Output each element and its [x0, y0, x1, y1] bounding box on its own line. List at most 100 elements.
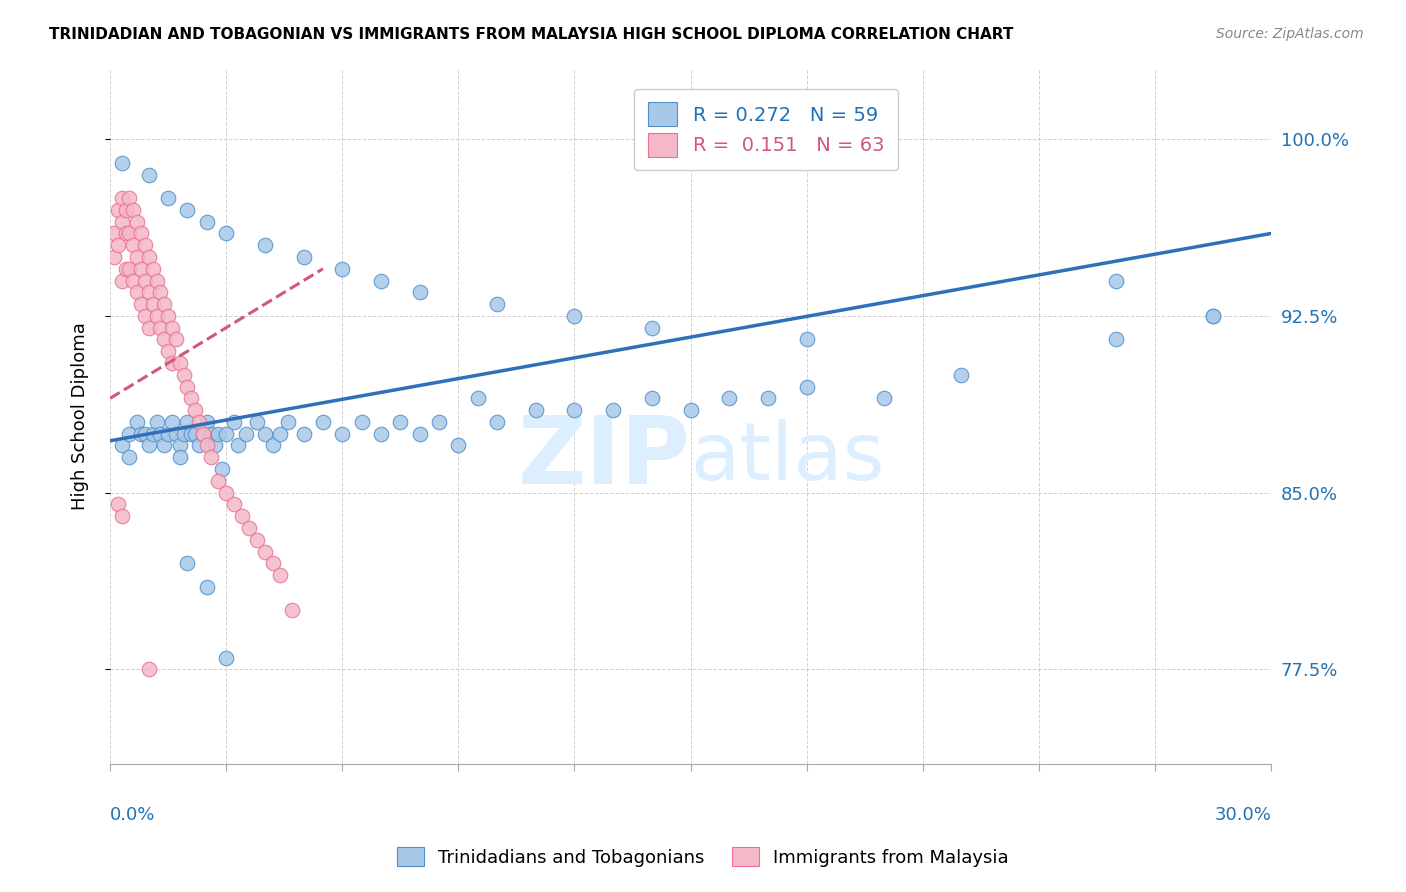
Point [111, 191, 134, 205]
Point [1202, 309, 1225, 323]
Point [269, 568, 291, 582]
Point [129, 297, 152, 311]
Point [129, 227, 152, 241]
Point [118, 227, 141, 241]
Point [486, 297, 509, 311]
Point [122, 238, 145, 252]
Point [149, 320, 172, 334]
Point [246, 415, 269, 429]
Point [188, 415, 211, 429]
Point [204, 438, 226, 452]
Point [122, 274, 145, 288]
Point [127, 285, 149, 300]
Point [111, 438, 134, 452]
Point [160, 320, 183, 334]
Point [184, 426, 207, 441]
Point [118, 261, 141, 276]
Point [127, 215, 149, 229]
Point [111, 215, 134, 229]
Point [215, 485, 238, 500]
Point [145, 274, 167, 288]
Point [134, 309, 156, 323]
Point [1105, 274, 1128, 288]
Point [200, 450, 222, 465]
Point [127, 415, 149, 429]
Point [262, 557, 284, 571]
Point [389, 415, 412, 429]
Point [145, 309, 167, 323]
Point [292, 426, 315, 441]
Point [281, 603, 304, 617]
Point [153, 438, 176, 452]
Point [195, 215, 218, 229]
Point [796, 333, 818, 347]
Point [350, 415, 373, 429]
Point [195, 415, 218, 429]
Point [169, 356, 191, 370]
Point [796, 379, 818, 393]
Point [756, 392, 779, 406]
Point [134, 274, 156, 288]
Point [564, 309, 586, 323]
Point [330, 261, 353, 276]
Point [427, 415, 450, 429]
Point [138, 168, 160, 182]
Point [370, 426, 392, 441]
Point [195, 580, 218, 594]
Point [157, 191, 180, 205]
Point [873, 392, 896, 406]
Point [173, 426, 195, 441]
Point [114, 261, 136, 276]
Point [370, 274, 392, 288]
Text: 30.0%: 30.0% [1215, 806, 1271, 824]
Text: TRINIDADIAN AND TOBAGONIAN VS IMMIGRANTS FROM MALAYSIA HIGH SCHOOL DIPLOMA CORRE: TRINIDADIAN AND TOBAGONIAN VS IMMIGRANTS… [49, 27, 1014, 42]
Point [176, 557, 198, 571]
Point [173, 368, 195, 382]
Point [292, 250, 315, 264]
Point [103, 227, 125, 241]
Point [134, 238, 156, 252]
Point [176, 379, 198, 393]
Point [200, 426, 222, 441]
Legend: R = 0.272   N = 59, R =  0.151   N = 63: R = 0.272 N = 59, R = 0.151 N = 63 [634, 88, 898, 170]
Point [180, 392, 202, 406]
Point [111, 274, 134, 288]
Point [103, 250, 125, 264]
Point [195, 438, 218, 452]
Legend: Trinidadians and Tobagonians, Immigrants from Malaysia: Trinidadians and Tobagonians, Immigrants… [389, 840, 1017, 874]
Point [138, 250, 160, 264]
Point [330, 426, 353, 441]
Point [149, 426, 172, 441]
Point [679, 403, 702, 417]
Point [127, 250, 149, 264]
Point [114, 227, 136, 241]
Point [718, 392, 741, 406]
Point [176, 415, 198, 429]
Point [118, 450, 141, 465]
Point [153, 333, 176, 347]
Point [235, 426, 257, 441]
Point [184, 403, 207, 417]
Point [157, 309, 180, 323]
Point [408, 426, 430, 441]
Point [165, 426, 187, 441]
Point [180, 426, 202, 441]
Point [129, 261, 152, 276]
Point [253, 544, 276, 558]
Point [165, 333, 187, 347]
Point [160, 415, 183, 429]
Point [129, 426, 152, 441]
Point [238, 521, 260, 535]
Point [211, 462, 233, 476]
Point [408, 285, 430, 300]
Point [269, 426, 291, 441]
Point [138, 285, 160, 300]
Point [207, 426, 229, 441]
Point [169, 450, 191, 465]
Point [215, 426, 238, 441]
Point [176, 202, 198, 217]
Point [157, 426, 180, 441]
Point [145, 415, 167, 429]
Text: Source: ZipAtlas.com: Source: ZipAtlas.com [1216, 27, 1364, 41]
Point [142, 297, 165, 311]
